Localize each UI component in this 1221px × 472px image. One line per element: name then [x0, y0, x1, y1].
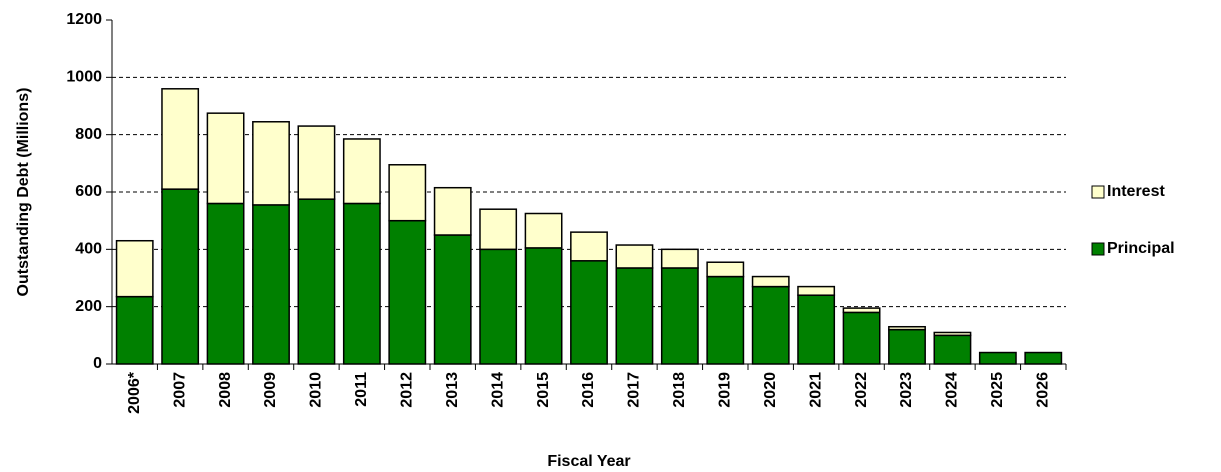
bar-segment: [888, 325, 926, 331]
bar-segment: [252, 121, 290, 206]
bar-segment: [615, 244, 654, 269]
y-tick-label: 1200: [66, 11, 102, 28]
bar-segment: [842, 311, 881, 365]
bar-segment: [206, 202, 245, 365]
x-tick-label: 2020: [762, 372, 779, 408]
bar-segment: [524, 212, 563, 249]
x-tick-label: 2023: [898, 372, 915, 408]
bar-segment: [797, 294, 836, 365]
x-tick-label: 2024: [944, 372, 961, 408]
bar-segment: [388, 164, 427, 222]
bar-segment: [615, 267, 654, 365]
bar-segment: [933, 331, 972, 337]
x-tick-label: 2009: [262, 372, 279, 408]
x-tick-label: 2014: [489, 372, 506, 408]
x-tick-label: 2022: [853, 372, 870, 408]
bar-segment: [297, 198, 336, 365]
y-tick-label: 200: [75, 298, 102, 315]
legend-swatch: [1091, 242, 1105, 256]
x-tick-label: 2008: [217, 372, 234, 408]
x-tick-label: 2011: [353, 372, 370, 407]
bar-segment: [797, 285, 836, 296]
x-tick-label: 2018: [671, 372, 688, 408]
bar-segment: [342, 138, 381, 205]
bar-segment: [388, 219, 427, 365]
x-tick-label: 2012: [399, 372, 416, 408]
bar-segment: [660, 248, 699, 269]
x-tick-label: 2016: [580, 372, 597, 408]
legend-label: Principal: [1107, 240, 1175, 257]
bar-segment: [842, 307, 881, 314]
x-tick-label: 2025: [989, 372, 1006, 408]
x-tick-label: 2021: [807, 372, 824, 408]
x-tick-label: 2026: [1035, 372, 1052, 408]
y-tick-label: 600: [75, 183, 102, 200]
bar-segment: [115, 295, 154, 365]
bar-segment: [161, 188, 200, 365]
bar-segment: [252, 204, 290, 365]
bar-segment: [751, 275, 790, 288]
y-tick-label: 1000: [66, 69, 102, 86]
x-tick-label: 2019: [717, 372, 734, 408]
y-tick-label: 0: [93, 355, 102, 372]
bar-segment: [570, 260, 608, 365]
bar-segment: [706, 275, 745, 365]
bar-segment: [479, 248, 518, 365]
legend-label: Interest: [1107, 183, 1165, 200]
legend-swatch: [1091, 185, 1105, 199]
bar-segment: [1024, 351, 1063, 365]
bar-segment: [433, 186, 472, 236]
bar-segment: [161, 88, 200, 190]
bar-segment: [433, 234, 472, 365]
bar-segment: [933, 334, 972, 365]
y-axis-label: Outstanding Debt (Millions): [15, 88, 32, 297]
bar-segment: [706, 261, 745, 278]
x-axis-label: Fiscal Year: [547, 453, 630, 470]
bar-segment: [570, 231, 608, 262]
bar-segment: [115, 239, 154, 298]
y-tick-label: 400: [75, 241, 102, 258]
bar-segment: [297, 125, 336, 200]
y-tick-label: 800: [75, 126, 102, 143]
x-tick-label: 2006*: [126, 371, 143, 414]
bar-segment: [888, 328, 926, 365]
bar-segment: [479, 208, 518, 251]
x-tick-label: 2010: [308, 372, 325, 408]
bar-segment: [751, 285, 790, 365]
bar-segment: [660, 267, 699, 365]
x-tick-label: 2015: [535, 372, 552, 408]
bar-segment: [342, 202, 381, 365]
x-tick-label: 2007: [171, 372, 188, 408]
x-tick-label: 2013: [444, 372, 461, 408]
bar-segment: [978, 351, 1017, 365]
bar-segment: [524, 247, 563, 365]
bar-segment: [206, 112, 245, 205]
x-tick-label: 2017: [626, 372, 643, 408]
